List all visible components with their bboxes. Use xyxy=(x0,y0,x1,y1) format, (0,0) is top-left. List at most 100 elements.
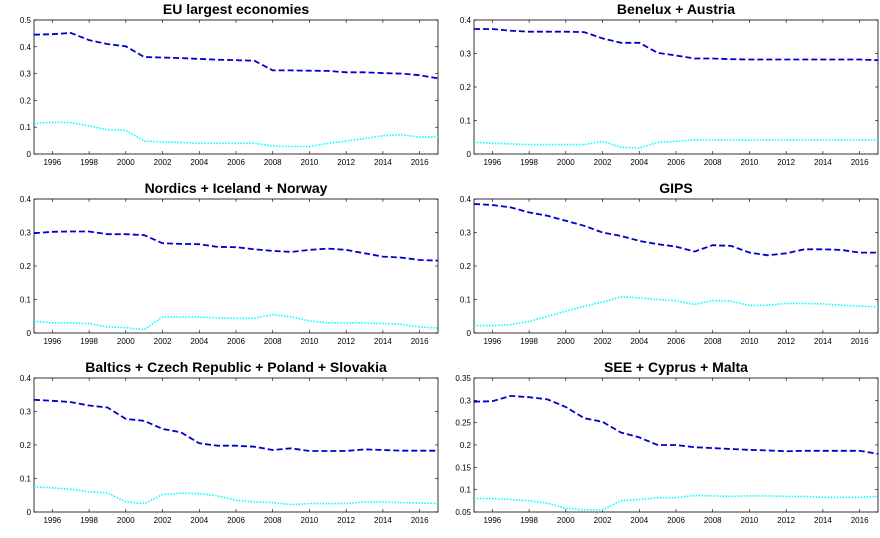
panel-title: Benelux + Austria xyxy=(617,1,735,17)
series-line-1 xyxy=(33,31,439,80)
x-tick-label: 1998 xyxy=(80,158,98,167)
y-tick-label: 0 xyxy=(27,329,32,338)
x-tick-label: 1998 xyxy=(80,337,98,346)
panel-title: SEE + Cyprus + Malta xyxy=(604,359,748,375)
y-tick-label: 0.1 xyxy=(20,123,32,132)
axes-frame xyxy=(33,198,439,334)
series-line-2 xyxy=(33,313,439,331)
x-tick-label: 2004 xyxy=(190,516,208,525)
x-tick-label: 1996 xyxy=(43,158,61,167)
y-tick-label: 0.3 xyxy=(460,396,472,405)
axes-frame xyxy=(33,19,439,155)
x-tick-label: 2016 xyxy=(411,337,429,346)
x-tick-label: 1998 xyxy=(520,516,538,525)
y-tick-label: 0.3 xyxy=(460,229,472,238)
x-tick-label: 2008 xyxy=(704,516,722,525)
axes-frame xyxy=(473,19,879,155)
panel-title: Baltics + Czech Republic + Poland + Slov… xyxy=(85,359,387,375)
x-tick-label: 1998 xyxy=(80,516,98,525)
series-line-2 xyxy=(473,139,878,149)
x-tick-label: 1996 xyxy=(483,516,501,525)
series-line-1 xyxy=(473,203,878,257)
x-tick-label: 2014 xyxy=(374,516,392,525)
y-tick-label: 0.3 xyxy=(460,50,472,59)
series-line-2 xyxy=(474,295,879,327)
y-tick-label: 0.3 xyxy=(20,408,32,417)
y-tick-label: 0.2 xyxy=(460,83,472,92)
x-tick-label: 2006 xyxy=(227,516,245,525)
x-tick-label: 2016 xyxy=(411,516,429,525)
y-tick-label: 0.4 xyxy=(460,16,472,25)
x-tick-label: 2008 xyxy=(704,158,722,167)
x-tick-label: 2000 xyxy=(117,337,135,346)
x-tick-label: 2010 xyxy=(301,337,319,346)
y-tick-label: 0.35 xyxy=(455,374,471,383)
x-tick-label: 2008 xyxy=(264,158,282,167)
x-tick-label: 2016 xyxy=(851,158,869,167)
x-tick-label: 1996 xyxy=(43,337,61,346)
x-tick-label: 1998 xyxy=(520,158,538,167)
x-tick-label: 2012 xyxy=(777,158,795,167)
x-tick-label: 2014 xyxy=(814,516,832,525)
x-tick-label: 2014 xyxy=(814,337,832,346)
y-tick-label: 0.05 xyxy=(455,508,471,517)
x-tick-label: 2008 xyxy=(264,516,282,525)
x-tick-label: 2002 xyxy=(154,516,172,525)
y-tick-label: 0.4 xyxy=(20,195,32,204)
x-tick-label: 2010 xyxy=(741,516,759,525)
x-tick-label: 2008 xyxy=(264,337,282,346)
axes-frame xyxy=(473,198,879,334)
y-tick-label: 0 xyxy=(467,150,472,159)
x-tick-label: 2006 xyxy=(667,158,685,167)
x-tick-label: 2002 xyxy=(154,337,172,346)
y-tick-label: 0 xyxy=(467,329,472,338)
x-tick-label: 2006 xyxy=(227,158,245,167)
x-tick-label: 2000 xyxy=(557,158,575,167)
x-tick-label: 2016 xyxy=(411,158,429,167)
y-tick-label: 0 xyxy=(27,150,32,159)
y-tick-label: 0.1 xyxy=(460,296,472,305)
panel-title: GIPS xyxy=(659,180,692,196)
y-tick-label: 0.3 xyxy=(20,229,32,238)
y-tick-label: 0.4 xyxy=(20,374,32,383)
series-line-1 xyxy=(33,398,438,452)
x-tick-label: 2002 xyxy=(594,516,612,525)
y-tick-label: 0.2 xyxy=(20,262,32,271)
panel-benelux-austria: Benelux + Austria 0 0.1 0.2 0.3 0.4 1996 1998 20… xyxy=(460,1,879,167)
x-tick-label: 1998 xyxy=(520,337,538,346)
y-tick-label: 0.1 xyxy=(20,296,32,305)
x-tick-label: 2010 xyxy=(301,158,319,167)
panel-nordics-iceland-norway: Nordics + Iceland + Norway 0 0.1 0.2 0.3 0.4 1… xyxy=(20,180,439,346)
series-line-1 xyxy=(473,394,879,455)
x-tick-label: 2014 xyxy=(814,158,832,167)
x-tick-label: 2012 xyxy=(337,337,355,346)
x-tick-label: 2004 xyxy=(630,158,648,167)
x-tick-label: 2004 xyxy=(630,516,648,525)
x-tick-label: 2006 xyxy=(227,337,245,346)
x-tick-label: 2004 xyxy=(190,158,208,167)
y-tick-label: 0.1 xyxy=(460,486,472,495)
x-tick-label: 2012 xyxy=(337,516,355,525)
x-tick-label: 2010 xyxy=(741,337,759,346)
panel-gips: GIPS 0 0.1 0.2 0.3 0.4 1996 1998 2000 2002 2004 200… xyxy=(460,180,879,346)
x-tick-label: 2000 xyxy=(117,516,135,525)
x-tick-label: 2002 xyxy=(594,158,612,167)
series-line-2 xyxy=(33,121,438,148)
y-tick-label: 0.5 xyxy=(20,16,32,25)
x-tick-label: 2002 xyxy=(154,158,172,167)
series-line-1 xyxy=(33,230,439,262)
x-tick-label: 2012 xyxy=(777,516,795,525)
x-tick-label: 2006 xyxy=(667,516,685,525)
y-tick-label: 0.15 xyxy=(455,463,471,472)
y-tick-label: 0.1 xyxy=(20,475,32,484)
panel-title: EU largest economies xyxy=(163,1,309,17)
x-tick-label: 2000 xyxy=(557,337,575,346)
panel-eu-largest-economies: EU largest economies 0 0.1 0.2 0.3 0.4 0.5 1996… xyxy=(20,1,439,167)
x-tick-label: 2012 xyxy=(337,158,355,167)
x-tick-label: 2008 xyxy=(704,337,722,346)
series-line-2 xyxy=(474,494,879,511)
panel-see-cyprus-malta: SEE + Cyprus + Malta 0.05 0.1 0.15 0.2 0.25 0.… xyxy=(455,359,879,525)
x-tick-label: 2010 xyxy=(301,516,319,525)
x-tick-label: 2010 xyxy=(741,158,759,167)
